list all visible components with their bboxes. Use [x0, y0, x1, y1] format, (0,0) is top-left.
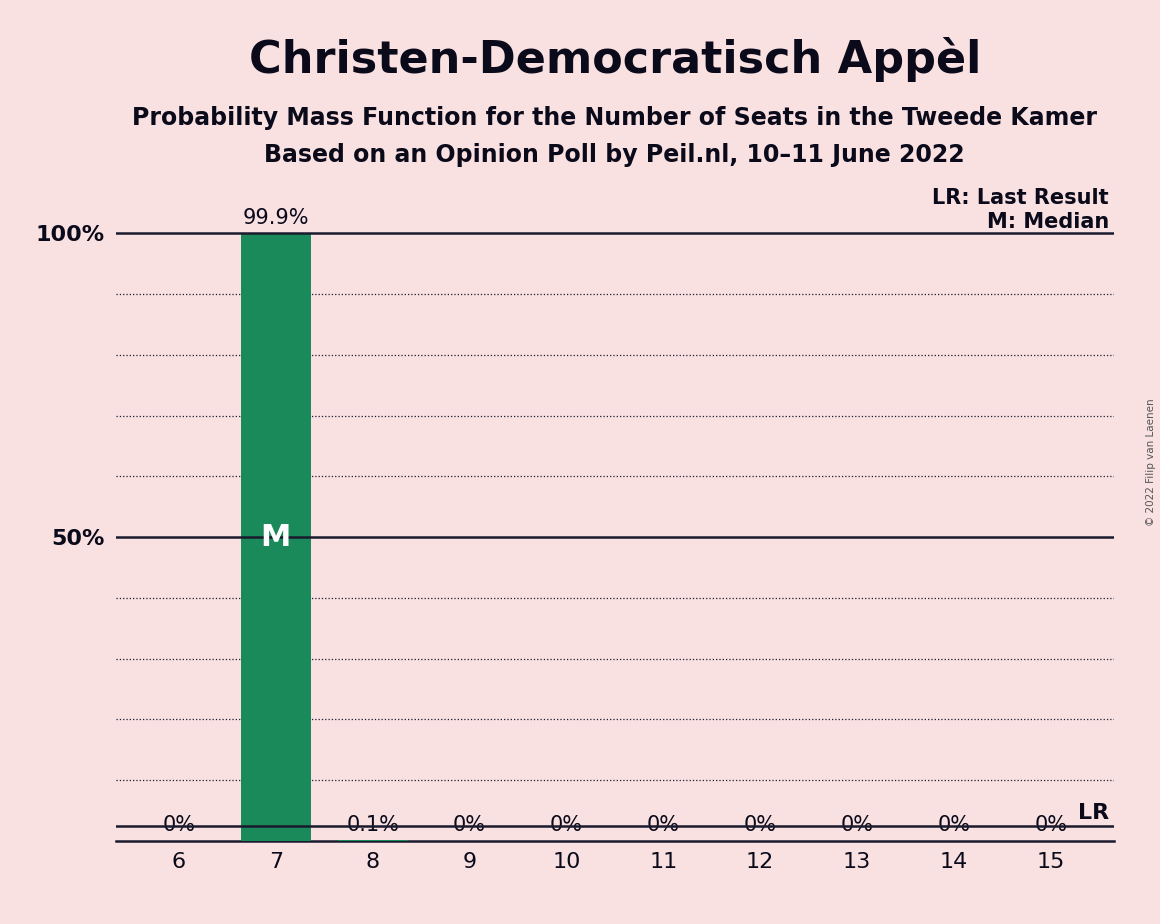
Bar — [241, 234, 311, 841]
Text: 0%: 0% — [841, 815, 873, 834]
Text: M: M — [261, 523, 291, 552]
Text: Christen-Democratisch Appèl: Christen-Democratisch Appèl — [248, 37, 981, 82]
Text: 0.1%: 0.1% — [346, 815, 399, 834]
Text: 0%: 0% — [937, 815, 970, 834]
Text: 0%: 0% — [647, 815, 680, 834]
Text: 0%: 0% — [550, 815, 582, 834]
Text: LR: Last Result: LR: Last Result — [933, 188, 1109, 208]
Text: Based on an Opinion Poll by Peil.nl, 10–11 June 2022: Based on an Opinion Poll by Peil.nl, 10–… — [264, 143, 965, 167]
Text: LR: LR — [1078, 803, 1109, 822]
Text: 0%: 0% — [454, 815, 486, 834]
Text: 0%: 0% — [744, 815, 776, 834]
Text: Probability Mass Function for the Number of Seats in the Tweede Kamer: Probability Mass Function for the Number… — [132, 106, 1097, 130]
Text: 0%: 0% — [1035, 815, 1067, 834]
Text: M: Median: M: Median — [986, 213, 1109, 232]
Text: 99.9%: 99.9% — [242, 208, 309, 228]
Text: © 2022 Filip van Laenen: © 2022 Filip van Laenen — [1146, 398, 1155, 526]
Text: 0%: 0% — [162, 815, 195, 834]
